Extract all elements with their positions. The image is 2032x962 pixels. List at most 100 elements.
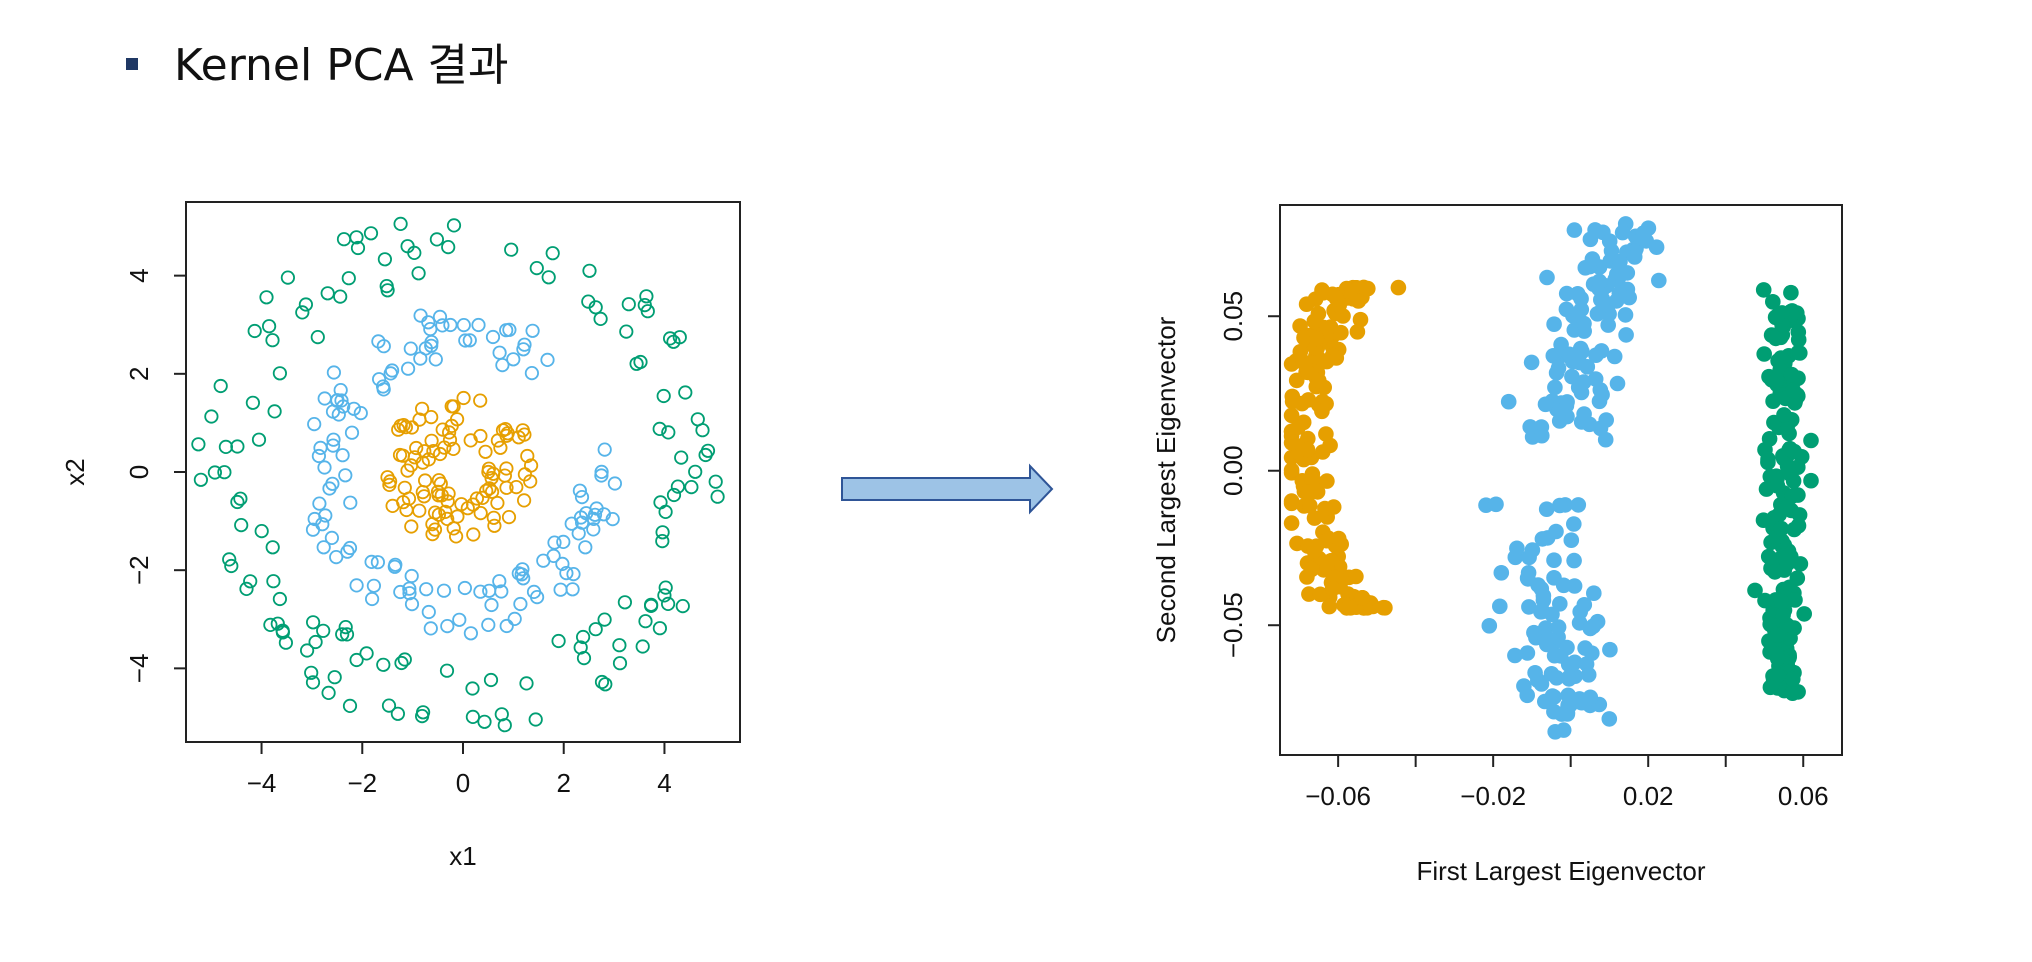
data-point: [1349, 324, 1366, 340]
data-point: [1782, 440, 1798, 457]
data-point: [398, 419, 413, 435]
data-point: [326, 365, 341, 380]
data-point: [575, 629, 591, 645]
data-point: [1546, 552, 1562, 568]
data-point: [1300, 364, 1316, 381]
data-point: [343, 495, 358, 510]
data-point: [346, 401, 361, 416]
data-point: [1785, 671, 1801, 687]
data-point: [1390, 279, 1407, 296]
data-point: [1768, 646, 1784, 662]
data-point: [401, 491, 417, 506]
data-point: [1760, 451, 1776, 468]
y-tick-label: −0.05: [1218, 592, 1248, 658]
data-point: [404, 596, 420, 612]
data-point: [1612, 253, 1628, 270]
data-point: [655, 533, 670, 549]
data-point: [278, 635, 293, 650]
data-point: [230, 439, 245, 454]
data-point: [428, 352, 443, 367]
data-point: [1538, 631, 1554, 647]
right-points: [1283, 216, 1819, 740]
data-point: [1310, 305, 1327, 322]
data-point: [298, 297, 313, 312]
data-point: [412, 503, 427, 518]
data-point: [336, 399, 351, 414]
data-point: [335, 627, 350, 642]
data-point: [666, 487, 682, 503]
data-point: [1333, 324, 1349, 341]
data-point: [1283, 495, 1300, 512]
data-point: [310, 329, 325, 345]
data-point: [1762, 679, 1779, 696]
y-tick-label: 2: [124, 367, 154, 381]
data-point: [1769, 667, 1786, 684]
data-point: [424, 433, 439, 448]
data-point: [400, 239, 415, 254]
data-point: [494, 584, 509, 599]
data-point: [1311, 372, 1327, 389]
data-point: [670, 479, 686, 494]
data-point: [1566, 654, 1583, 671]
data-point: [404, 519, 419, 534]
data-point: [1546, 647, 1563, 664]
data-point: [465, 709, 480, 725]
data-point: [1534, 603, 1551, 620]
data-point: [1509, 540, 1525, 557]
data-point: [612, 656, 628, 671]
data-point: [1779, 458, 1796, 475]
data-point: [1775, 607, 1791, 623]
data-point: [1569, 286, 1586, 302]
data-point: [1591, 273, 1608, 290]
data-point: [1548, 670, 1565, 686]
data-point: [421, 315, 436, 330]
left-y-ticks: −4 −2 0 2 4: [124, 268, 186, 683]
data-point: [364, 591, 380, 607]
data-point: [1769, 478, 1786, 494]
data-point: [484, 597, 499, 613]
data-point: [652, 621, 668, 636]
data-point: [479, 483, 494, 498]
data-point: [272, 366, 287, 381]
data-point: [326, 432, 341, 447]
data-point: [1538, 501, 1555, 517]
data-point: [1765, 294, 1781, 310]
right-x-axis-label: First Largest Eigenvector: [1416, 856, 1705, 886]
data-point: [1298, 296, 1315, 313]
data-point: [1283, 462, 1300, 478]
data-point: [656, 388, 671, 404]
data-point: [1526, 624, 1542, 641]
data-point: [324, 530, 339, 546]
data-point: [414, 401, 430, 416]
data-point: [317, 460, 332, 475]
data-point: [499, 618, 514, 634]
data-point: [1608, 293, 1625, 309]
data-point: [506, 352, 521, 367]
y-tick-label: 0: [124, 465, 154, 479]
data-point: [1283, 515, 1300, 531]
data-point: [341, 271, 356, 286]
data-point: [523, 458, 539, 473]
data-point: [233, 491, 248, 506]
data-point: [678, 385, 693, 400]
data-point: [394, 655, 409, 671]
data-point: [1301, 586, 1317, 602]
data-point: [446, 399, 461, 414]
data-point: [1601, 711, 1618, 727]
data-point: [207, 465, 222, 480]
data-point: [1785, 382, 1801, 399]
chart-kernel-pca: −0.06 −0.02 0.02 0.06 0.05 0.00 −0.05 First L…: [1151, 204, 1843, 886]
data-point: [265, 540, 280, 555]
data-point: [413, 351, 428, 366]
data-point: [261, 319, 277, 334]
data-point: [339, 627, 355, 642]
data-point: [338, 619, 353, 635]
data-point: [478, 444, 493, 459]
data-point: [1602, 641, 1618, 658]
data-point: [520, 448, 535, 464]
data-point: [660, 596, 676, 612]
data-point: [515, 562, 530, 577]
data-point: [457, 580, 472, 596]
data-point: [416, 489, 432, 504]
